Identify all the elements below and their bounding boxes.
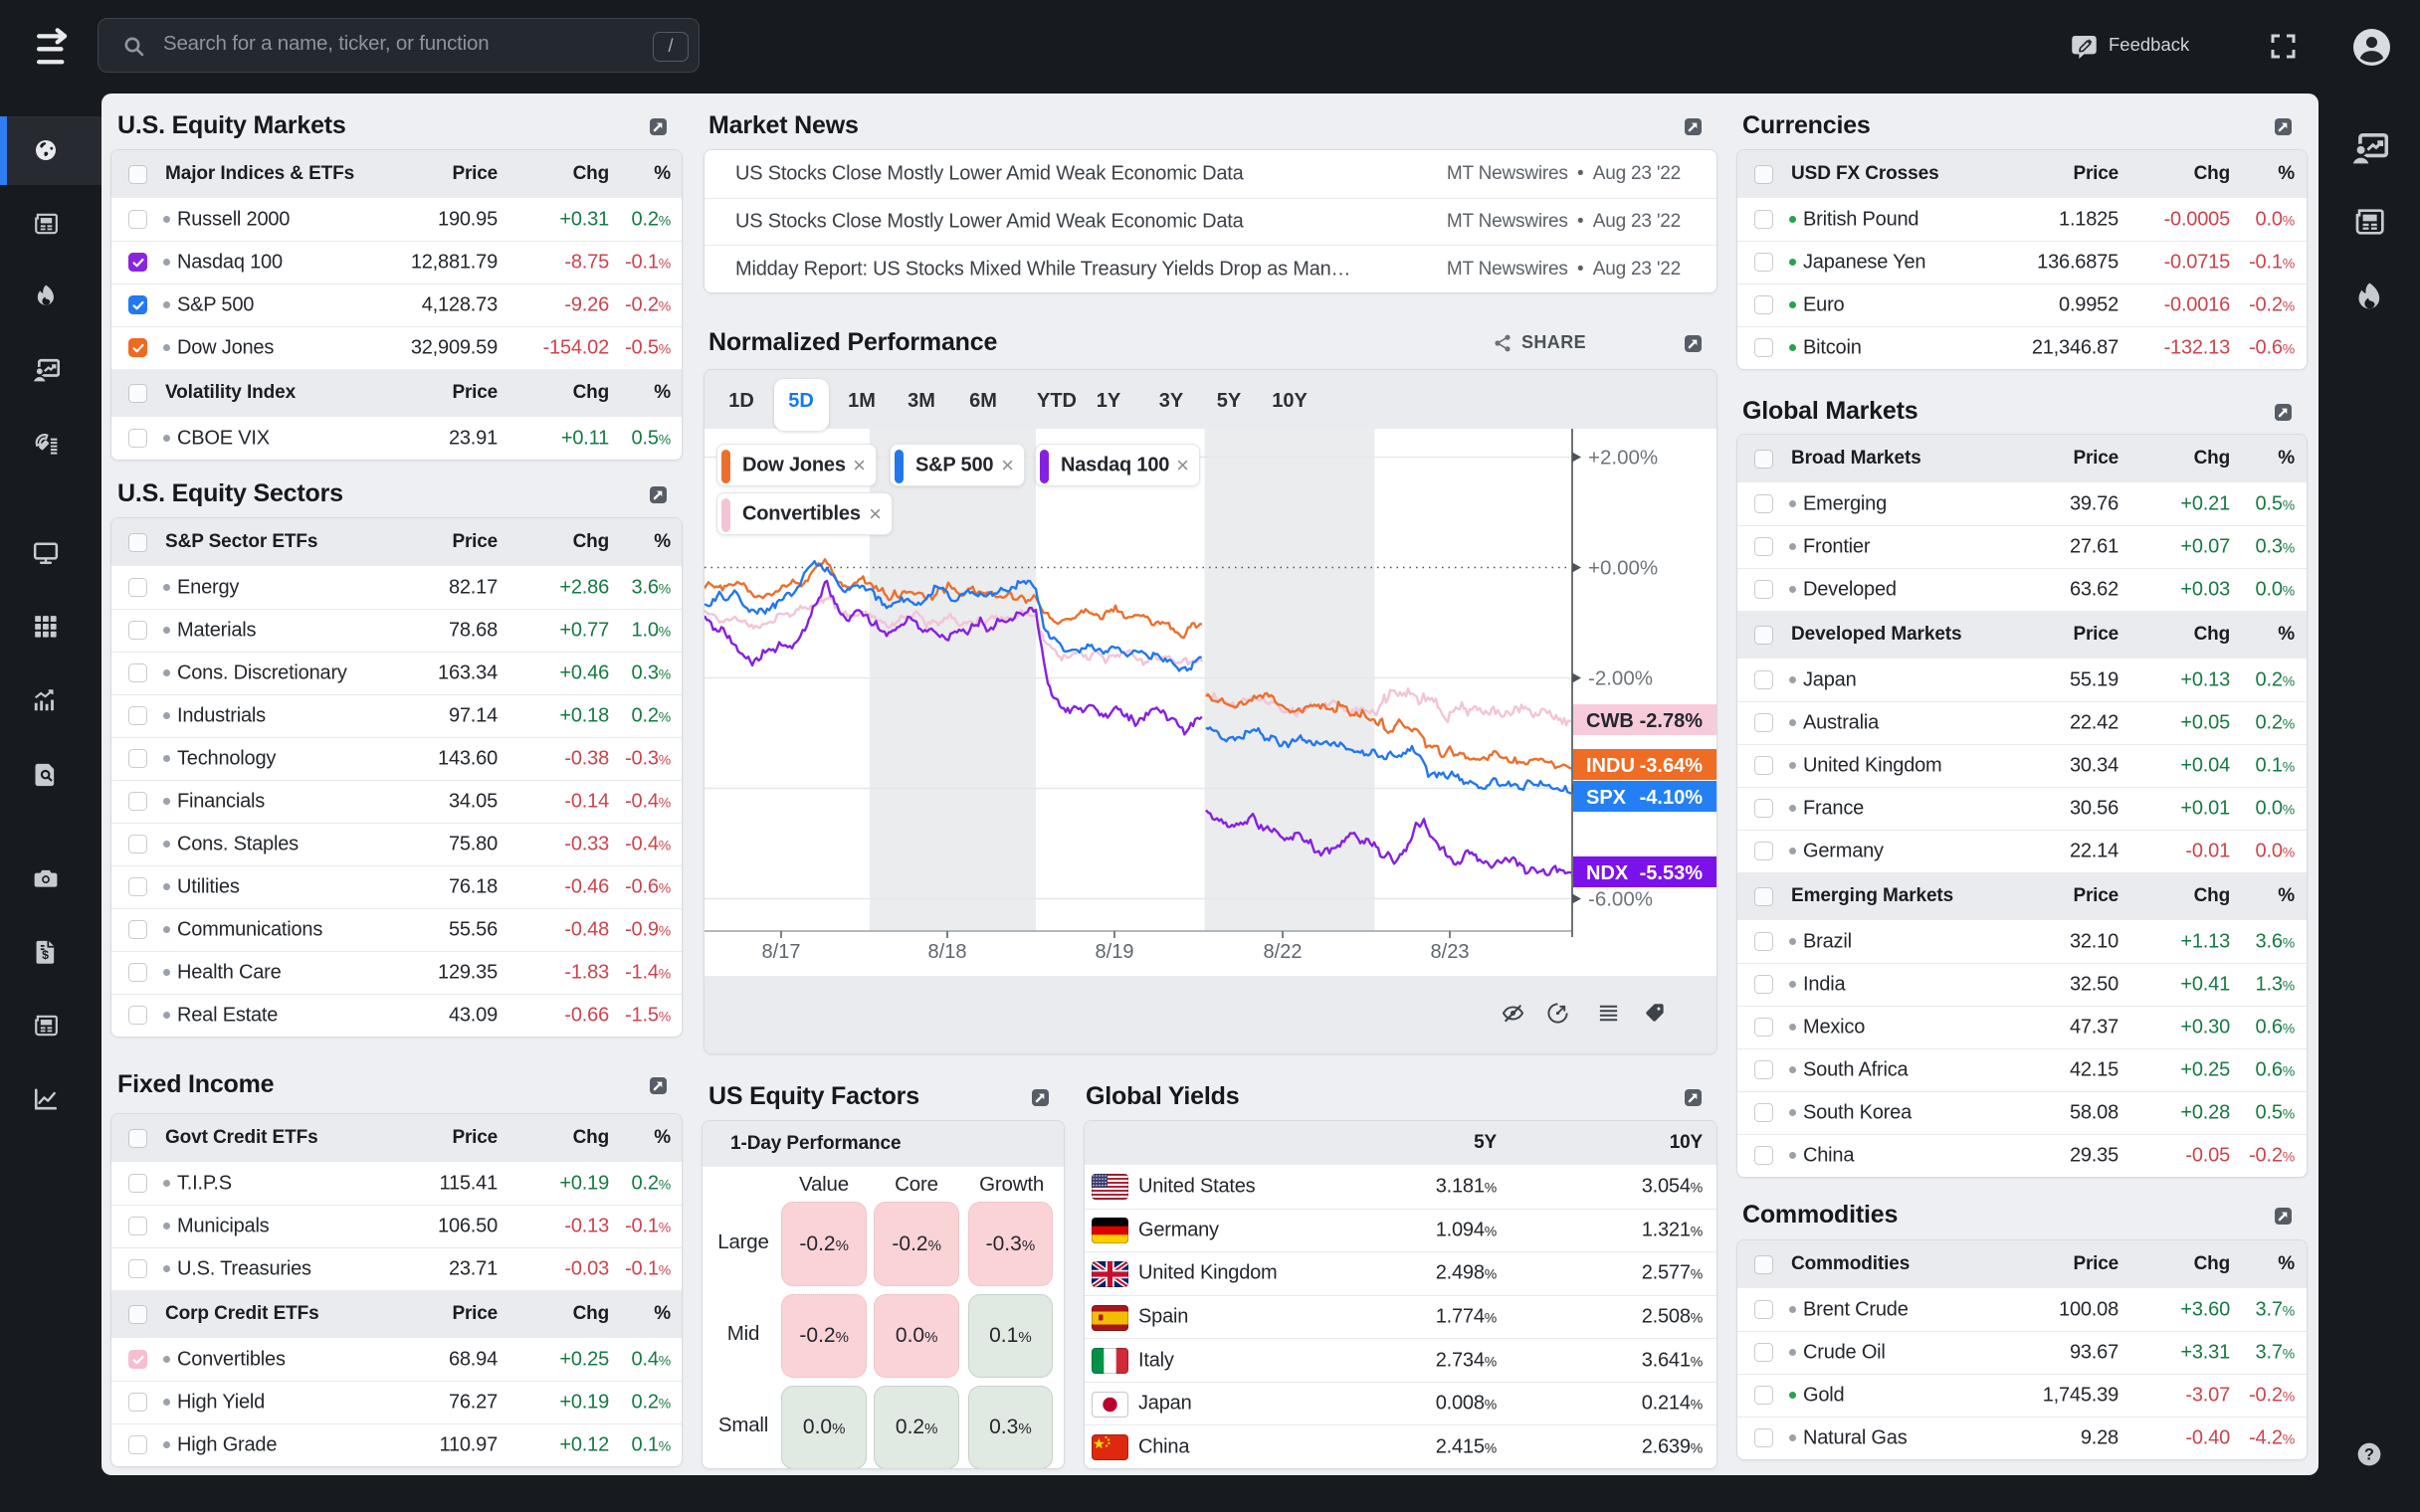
svg-text:-2.00%: -2.00% <box>1588 667 1653 690</box>
svg-text:8/18: 8/18 <box>928 941 967 963</box>
svg-text:-4.10%: -4.10% <box>1640 787 1704 809</box>
svg-text:-2.78%: -2.78% <box>1640 710 1704 732</box>
svg-text:8/22: 8/22 <box>1264 941 1303 963</box>
svg-text:-5.53%: -5.53% <box>1640 862 1704 884</box>
svg-text:CWB: CWB <box>1586 710 1634 732</box>
svg-text:8/19: 8/19 <box>1096 941 1134 963</box>
svg-text:?: ? <box>2364 1446 2374 1464</box>
svg-text:+2.00%: +2.00% <box>1588 447 1658 470</box>
svg-text:SPX: SPX <box>1586 787 1627 809</box>
svg-text:8/17: 8/17 <box>762 941 801 963</box>
svg-text:+0.00%: +0.00% <box>1588 557 1658 580</box>
svg-text:-6.00%: -6.00% <box>1588 888 1653 911</box>
svg-text:$: $ <box>42 948 49 962</box>
svg-text:NDX: NDX <box>1586 862 1629 884</box>
svg-text:8/23: 8/23 <box>1431 941 1470 963</box>
svg-text:-3.64%: -3.64% <box>1640 755 1704 777</box>
svg-text:INDU: INDU <box>1586 755 1635 777</box>
